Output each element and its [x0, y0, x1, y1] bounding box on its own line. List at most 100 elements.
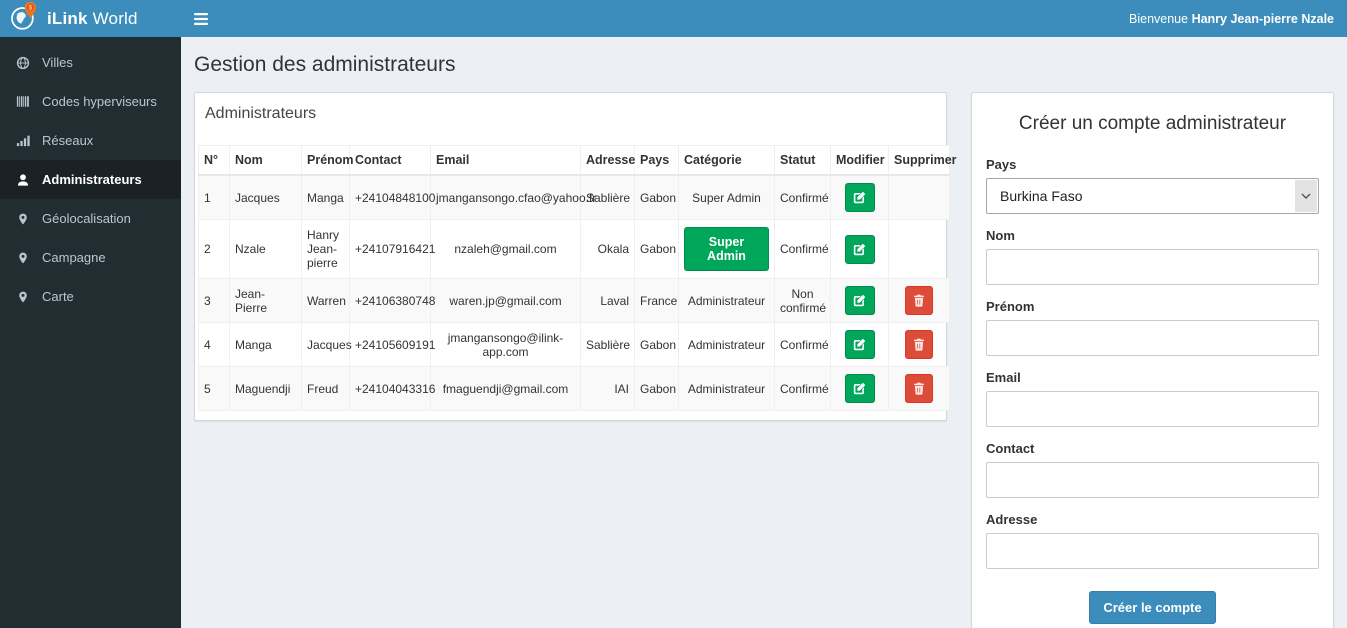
email-label: Email	[986, 370, 1021, 385]
page-title: Gestion des administrateurs	[194, 53, 456, 76]
administrators-table: N° Nom Prénom Contact Email Adresse Pays…	[198, 145, 957, 411]
cell-modifier	[830, 366, 889, 411]
sidebar-item-geolocalisation[interactable]: Géolocalisation	[0, 199, 181, 238]
map-marker-icon	[15, 212, 31, 226]
prenom-input[interactable]	[986, 320, 1319, 356]
nom-label: Nom	[986, 228, 1015, 243]
column-header: Contact	[349, 145, 431, 176]
column-header: Pays	[634, 145, 679, 176]
cell-supprimer	[888, 278, 950, 323]
panel-title: Administrateurs	[205, 105, 317, 122]
cell-statut: Non confirmé	[774, 278, 831, 323]
cell-pays: France	[634, 278, 679, 323]
adresse-input[interactable]	[986, 533, 1319, 569]
barcode-icon	[15, 95, 31, 108]
cell-nom: Nzale	[229, 219, 302, 279]
cell-num: 1	[198, 174, 230, 220]
cell-prenom: Manga	[301, 174, 350, 220]
cell-num: 2	[198, 219, 230, 279]
cell-nom: Jean-Pierre	[229, 278, 302, 323]
cell-categorie: Super Admin	[678, 219, 775, 279]
welcome-text: Bienvenue Hanry Jean-pierre Nzale	[1129, 11, 1334, 26]
signal-bars-icon	[15, 134, 31, 147]
email-input[interactable]	[986, 391, 1319, 427]
table-row: 4 Manga Jacques +24105609191 jmangansong…	[198, 322, 950, 367]
topbar: Bienvenue Hanry Jean-pierre Nzale	[181, 0, 1347, 37]
administrators-panel: Administrateurs N° Nom Prénom	[194, 92, 957, 421]
table-row: 2 Nzale Hanry Jean-pierre +24107916421 n…	[198, 219, 950, 279]
sidebar-item-campagne[interactable]: Campagne	[0, 238, 181, 277]
sidebar-item-label: Campagne	[42, 250, 106, 265]
create-account-button[interactable]: Créer le compte	[1089, 591, 1216, 624]
nom-input[interactable]	[986, 249, 1319, 285]
contact-label: Contact	[986, 441, 1035, 456]
cell-nom: Manga	[229, 322, 302, 367]
menu-toggle-icon[interactable]	[194, 12, 208, 25]
cell-supprimer	[888, 366, 950, 411]
brand-logo[interactable]: $ iLink World	[0, 0, 181, 37]
cell-statut: Confirmé	[774, 366, 831, 411]
contact-input[interactable]	[986, 462, 1319, 498]
globe-icon	[15, 56, 31, 70]
sidebar-item-carte[interactable]: Carte	[0, 277, 181, 316]
delete-button[interactable]	[905, 286, 933, 315]
cell-prenom: Warren	[301, 278, 350, 323]
edit-button[interactable]	[844, 183, 875, 212]
delete-button[interactable]	[905, 374, 933, 403]
cell-modifier	[830, 322, 889, 367]
cell-adresse: Laval	[580, 278, 635, 323]
cell-pays: Gabon	[634, 322, 679, 367]
cell-supprimer	[888, 322, 950, 367]
cell-adresse: Sablière	[580, 174, 635, 220]
main-area: Bienvenue Hanry Jean-pierre Nzale Gestio…	[181, 0, 1347, 628]
cell-modifier	[830, 278, 889, 323]
delete-button[interactable]	[905, 330, 933, 359]
cell-nom: Maguendji	[229, 366, 302, 411]
column-header: Statut	[774, 145, 831, 176]
table-row: 3 Jean-Pierre Warren +24106380748 waren.…	[198, 278, 950, 323]
sidebar-item-label: Villes	[42, 55, 73, 70]
column-header: Nom	[229, 145, 302, 176]
content: Gestion des administrateurs Administrate…	[181, 37, 1347, 628]
chevron-down-icon	[1295, 180, 1317, 212]
super-admin-badge[interactable]: Super Admin	[684, 227, 769, 271]
cell-categorie: Super Admin	[678, 174, 775, 220]
cell-email: jmangansongo.cfao@yahoo.fr	[430, 174, 596, 220]
edit-button[interactable]	[844, 374, 875, 403]
pays-select[interactable]: Burkina Faso	[986, 178, 1319, 214]
cell-email: fmaguendji@gmail.com	[430, 366, 581, 411]
cell-statut: Confirmé	[774, 174, 831, 220]
table-row: 5 Maguendji Freud +24104043316 fmaguendj…	[198, 366, 950, 411]
column-header: Catégorie	[678, 145, 775, 176]
cell-email: waren.jp@gmail.com	[430, 278, 581, 323]
sidebar-item-administrateurs[interactable]: Administrateurs	[0, 160, 181, 199]
edit-button[interactable]	[844, 234, 875, 264]
prenom-label: Prénom	[986, 299, 1035, 314]
cell-contact: +24107916421	[349, 219, 435, 279]
pays-select-value: Burkina Faso	[1000, 188, 1083, 204]
cell-adresse: Sablière	[580, 322, 635, 367]
cell-contact: +24104043316	[349, 366, 435, 411]
sidebar-item-codes-hyperviseurs[interactable]: Codes hyperviseurs	[0, 82, 181, 121]
sidebar-item-villes[interactable]: Villes	[0, 43, 181, 82]
cell-categorie: Administrateur	[678, 278, 775, 323]
cell-num: 4	[198, 322, 230, 367]
sidebar-item-reseaux[interactable]: Réseaux	[0, 121, 181, 160]
cell-adresse: Okala	[580, 219, 635, 279]
pays-label: Pays	[986, 157, 1017, 172]
user-icon	[15, 173, 31, 187]
sidebar-item-label: Administrateurs	[42, 172, 142, 187]
edit-button[interactable]	[844, 286, 875, 315]
cell-supprimer	[888, 174, 950, 220]
edit-button[interactable]	[844, 330, 875, 359]
cell-categorie: Administrateur	[678, 322, 775, 367]
cell-email: nzaleh@gmail.com	[430, 219, 581, 279]
sidebar-menu: Villes Codes hyperviseurs	[0, 37, 181, 316]
cell-prenom: Hanry Jean-pierre	[301, 219, 350, 279]
cell-statut: Confirmé	[774, 322, 831, 367]
column-header: Adresse	[580, 145, 635, 176]
cell-pays: Gabon	[634, 219, 679, 279]
cell-num: 5	[198, 366, 230, 411]
cell-categorie: Administrateur	[678, 366, 775, 411]
